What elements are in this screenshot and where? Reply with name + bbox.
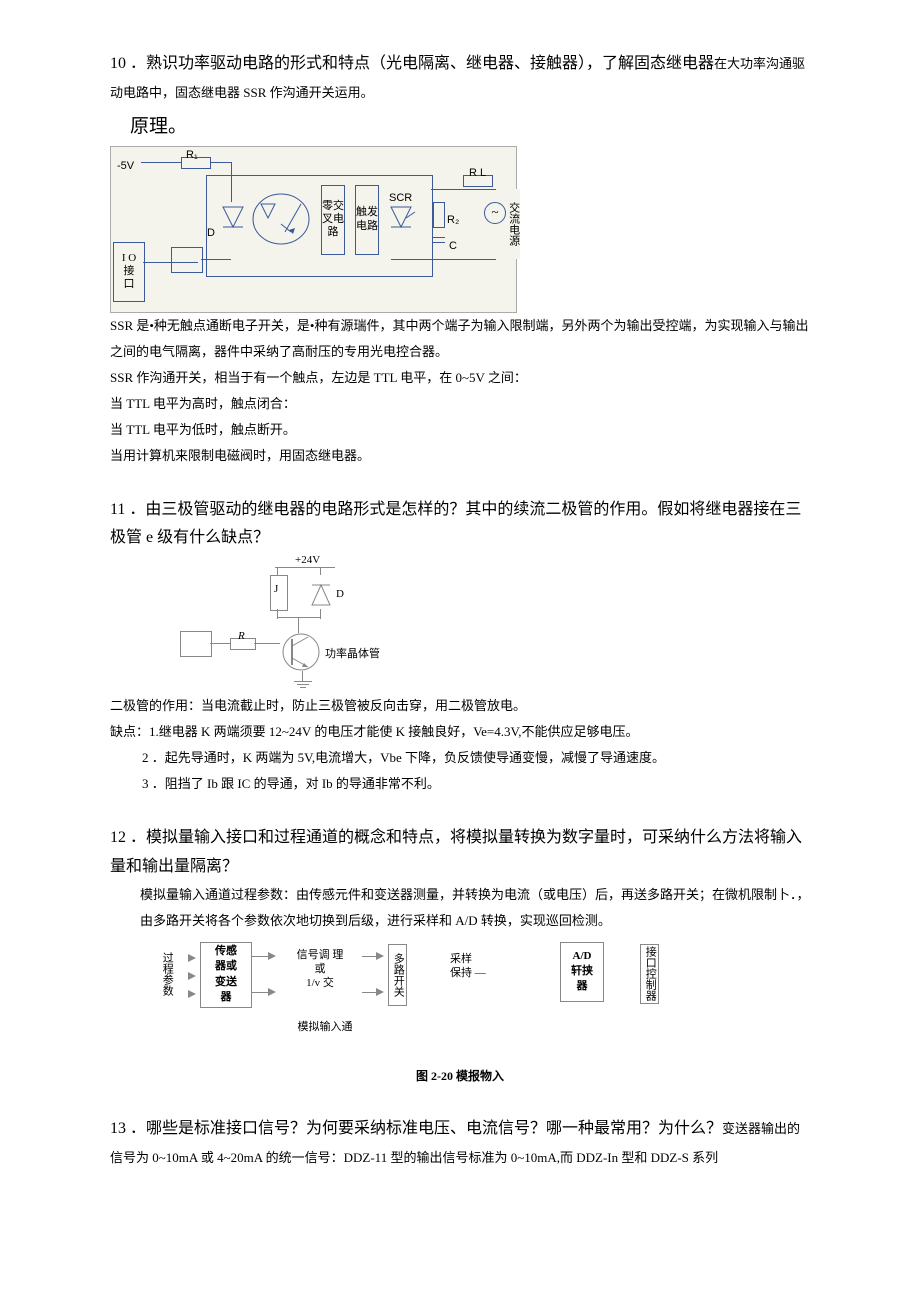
r1-label: R₁ <box>186 144 198 166</box>
d-label: D <box>207 222 215 244</box>
flow-sub: 模拟输入通 <box>280 1020 370 1034</box>
q13-heading: 13 ．哪些是标准接口信号？为何要采纳标准电压、电流信号？哪一种最常用？为什么？… <box>110 1115 810 1173</box>
wire-top-2 <box>211 162 231 163</box>
q12-number: 12 ． <box>110 829 146 846</box>
q12-p1: 模拟量输入通道过程参数：由传感元件和变送器测量，并转换为电流（或电压）后，再送多… <box>110 882 810 934</box>
vcc-label: -5V <box>117 155 134 177</box>
q13-number: 13 ． <box>110 1120 146 1137</box>
q12-heading: 12 ．模拟量输入接口和过程通道的概念和特点，将模拟量转换为数字量时，可采纳什么… <box>110 824 810 882</box>
q10-p2: SSR 作沟通开关，相当于有一个触点，左边是 TTL 电平，在 0~5V 之间： <box>110 365 810 391</box>
q10-number: 10 ． <box>110 55 146 72</box>
q11-p2: 缺点：1.继电器 K 两端须要 12~24V 的电压才能使 K 接触良好，Ve=… <box>110 719 810 745</box>
ssr-circuit-diagram: I O 接 口 -5V R₁ D 零交叉电路 触发电路 SCR R L R₂ C… <box>110 146 517 313</box>
zero-cross-box: 零交叉电路 <box>321 185 345 255</box>
trigger-box: 触发电路 <box>355 185 379 255</box>
q10-title: 熟识功率驱动电路的形式和特点（光电隔离、继电器、接触器），了解固态继电器 <box>146 55 714 72</box>
flow-n4: 多路开关 <box>388 944 407 1006</box>
yuanli-label: 原理。 <box>130 108 810 146</box>
ac-source-icon: ~ <box>484 202 506 224</box>
q10-p3: 当 TTL 电平为高时，触点闭合： <box>110 391 810 417</box>
flow-n5: 采样 保持 — <box>450 952 520 981</box>
analog-input-flow-diagram: 过程参数 传感 器或 变送 器 信号调 理 或 1/v 交 多路开关 采样 保持… <box>160 942 730 1037</box>
j-label: J <box>274 578 278 600</box>
flow-n7: 接口控制器 <box>640 944 659 1004</box>
q11-title: 由三极管驱动的继电器的电路形式是怎样的？其中的续流二极管的作用。假如将继电器接在… <box>110 501 801 547</box>
q11-heading: 11 ．由三极管驱动的继电器的电路形式是怎样的？其中的续流二极管的作用。假如将继… <box>110 496 810 554</box>
ac-label: 交流电源 <box>506 189 520 259</box>
q13-title: 哪些是标准接口信号？为何要采纳标准电压、电流信号？哪一种最常用？为什么？ <box>146 1120 722 1137</box>
relay-coil <box>270 575 288 611</box>
io-port-box: I O 接 口 <box>113 242 145 302</box>
rl-label: R L <box>469 162 486 184</box>
q11-p3: 2 ．起先导通时，K 两端为 5V,电流增大，Vbe 下降，负反馈使导通变慢，减… <box>110 745 810 771</box>
q11-p4: 3 ．阻挡了 Ib 跟 IC 的导通，对 Ib 的导通非常不利。 <box>110 771 810 797</box>
q10-p1: SSR 是•种无触点通断电子开关，是•种有源瑞件，其中两个端子为输入限制端，另外… <box>110 313 810 365</box>
driver-box <box>171 247 203 273</box>
transistor-icon <box>280 631 322 673</box>
wire-top-1 <box>141 162 181 163</box>
scr-label: SCR <box>389 187 412 209</box>
opto-icon <box>251 192 311 247</box>
d2-label: D <box>336 583 344 605</box>
q11-p1: 二极管的作用：当电流截止时，防止三极管被反向击穿，用二极管放电。 <box>110 693 810 719</box>
transistor-label: 功率晶体管 <box>325 643 380 665</box>
flow-caption: 图 2-20 模报物入 <box>110 1064 810 1088</box>
c-label: C <box>449 235 457 257</box>
q10-p4: 当 TTL 电平为低时，触点断开。 <box>110 417 810 443</box>
flow-n3: 信号调 理 或 1/v 交 <box>280 948 360 991</box>
flow-n2: 传感 器或 变送 器 <box>200 942 252 1008</box>
q10-heading: 10 ．熟识功率驱动电路的形式和特点（光电隔离、继电器、接触器），了解固态继电器… <box>110 50 810 108</box>
r2-resistor <box>433 202 445 228</box>
relay-circuit-diagram: +24V J D 功率晶体管 R <box>180 553 400 693</box>
q12-title: 模拟量输入接口和过程通道的概念和特点，将模拟量转换为数字量时，可采纳什么方法将输… <box>110 829 802 875</box>
q10-p5: 当用计算机来限制电磁阀时，用固态继电器。 <box>110 443 810 469</box>
diode-d-icon <box>221 202 245 232</box>
q11-number: 11 ． <box>110 501 145 518</box>
flow-n6: A/D 轩挟 器 <box>560 942 604 1002</box>
r-label: R <box>238 625 245 647</box>
freewheel-diode-icon <box>310 575 332 611</box>
input-box <box>180 631 212 657</box>
flow-n1: 过程参数 <box>160 947 173 1002</box>
r2-label: R₂ <box>447 209 459 231</box>
